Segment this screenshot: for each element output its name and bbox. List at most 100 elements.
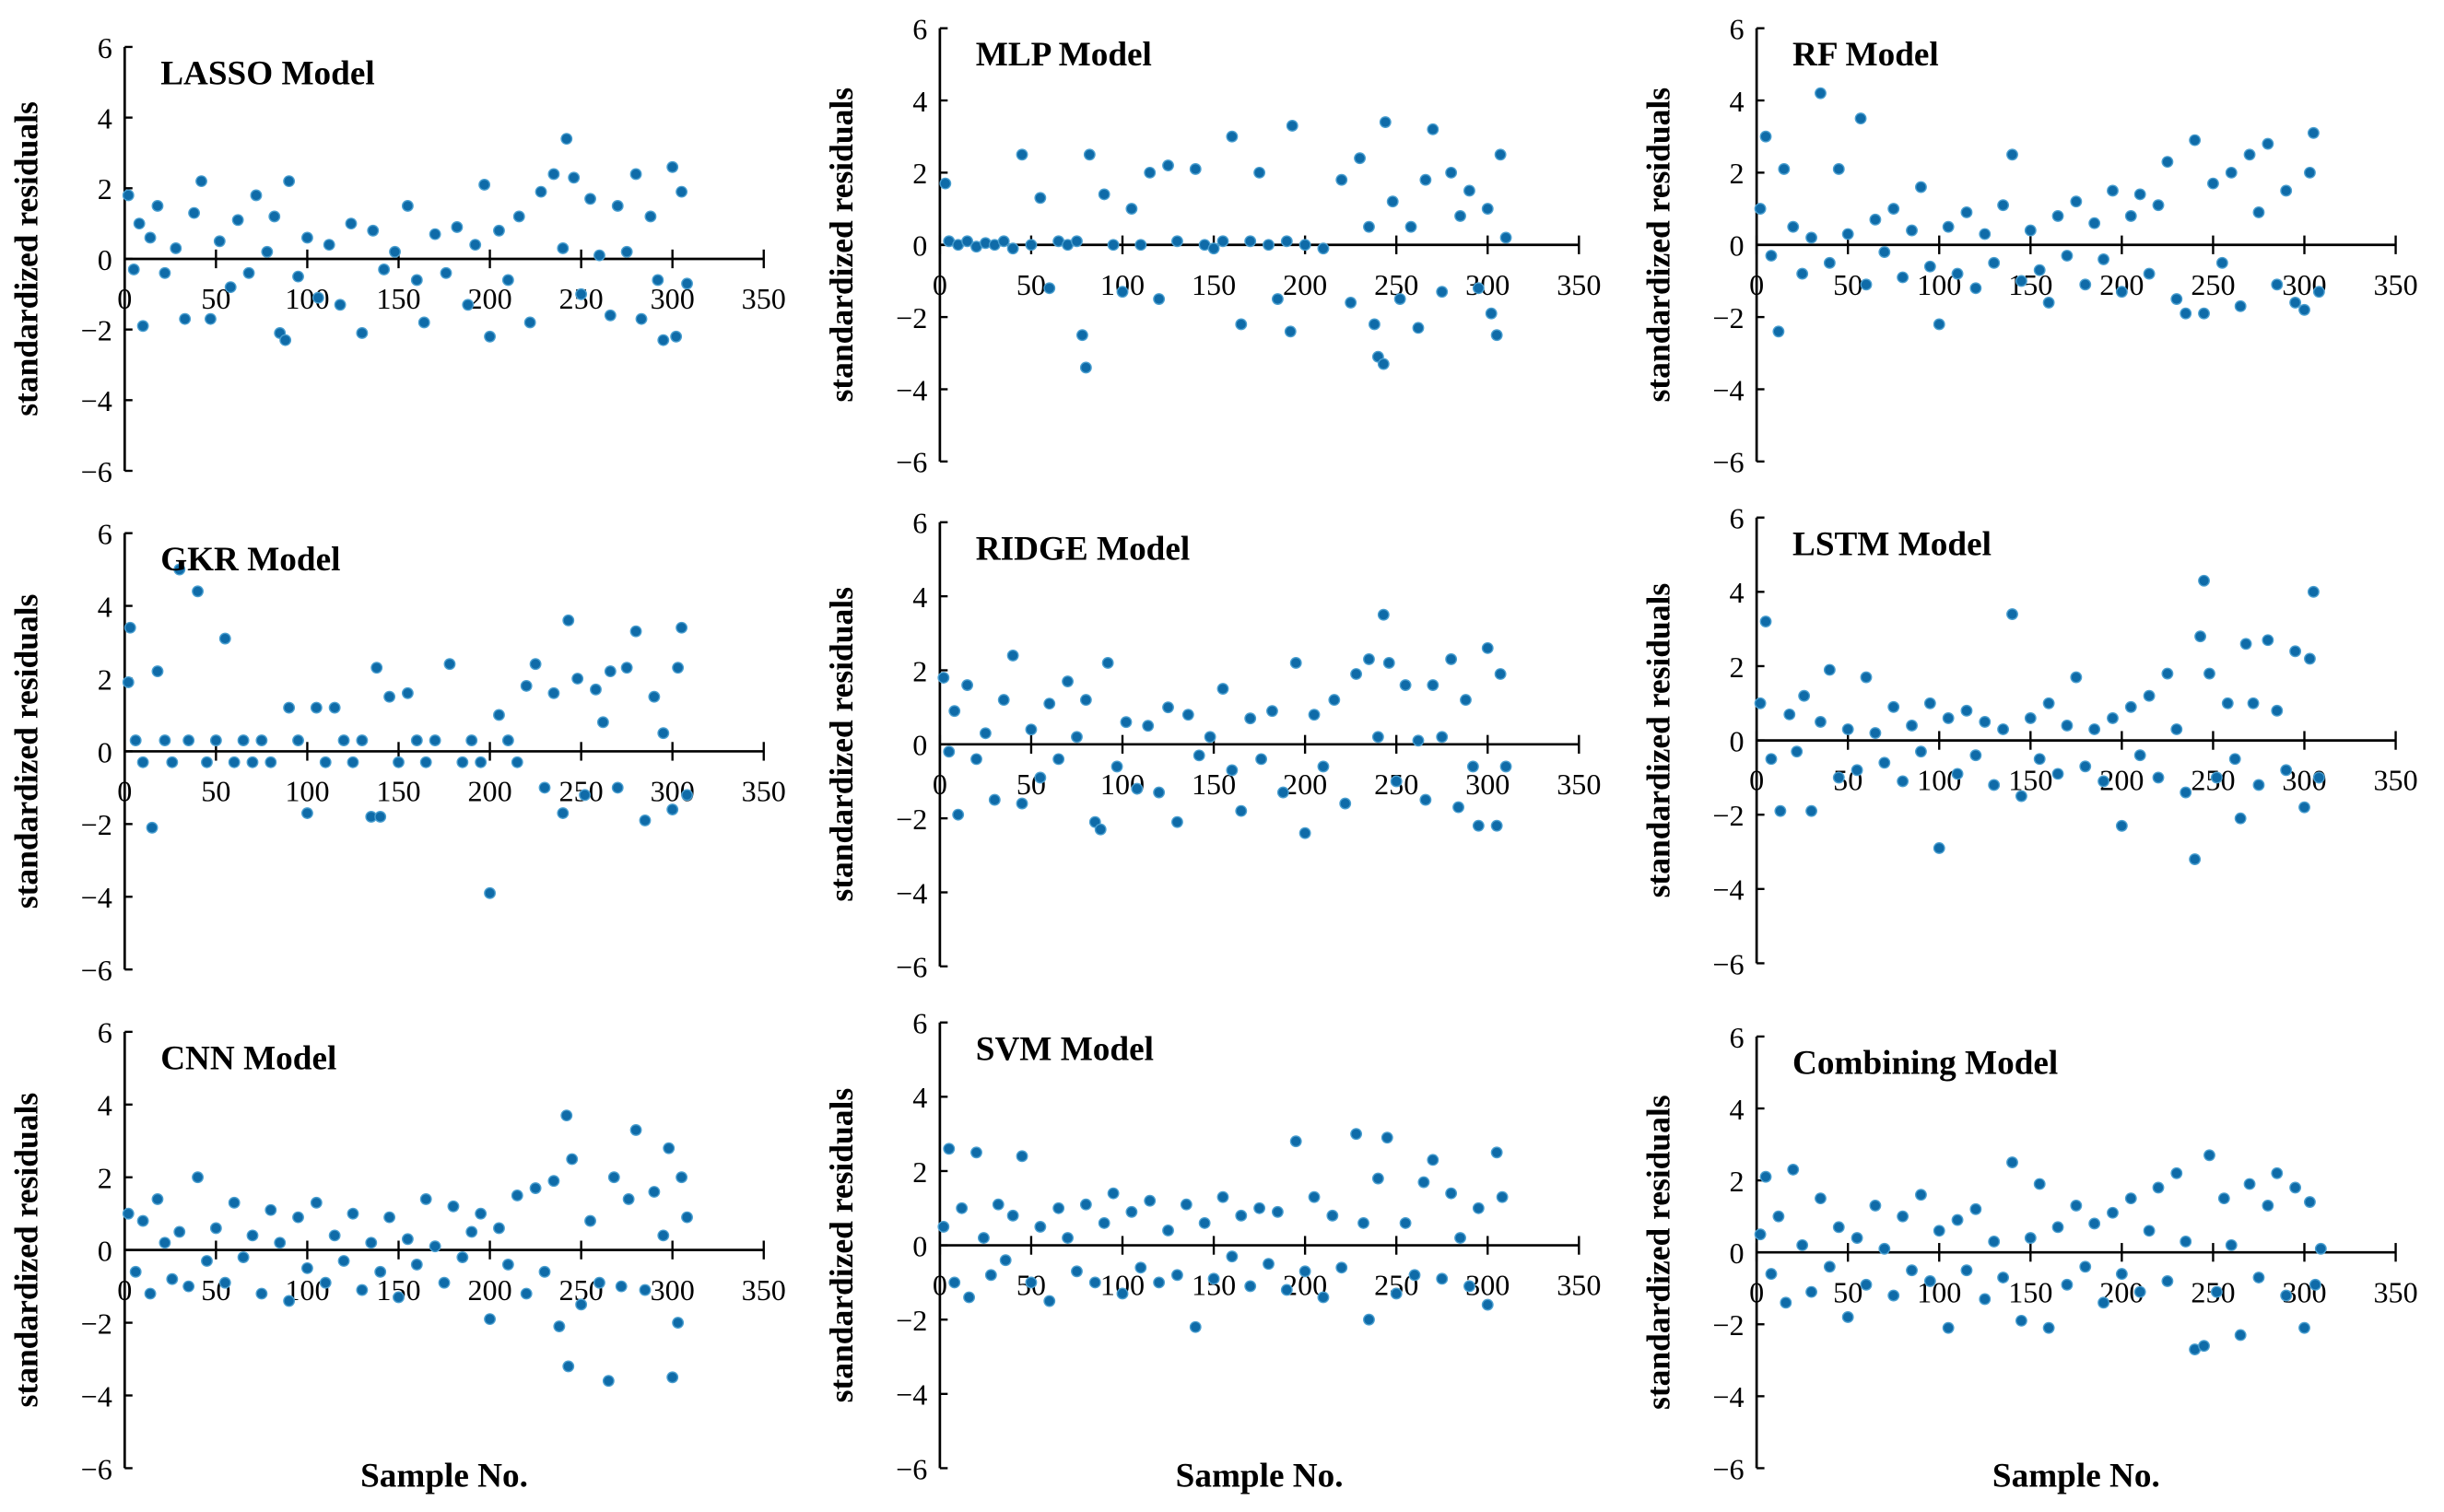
data-point — [478, 179, 491, 191]
data-point — [2289, 645, 2302, 658]
y-tick-label: −6 — [896, 446, 927, 479]
data-point — [311, 291, 324, 304]
data-point — [1399, 1216, 1412, 1229]
y-tick-label: −6 — [81, 1452, 112, 1485]
data-point — [1481, 203, 1494, 215]
data-point — [1255, 753, 1268, 766]
y-tick-label: 6 — [912, 1007, 927, 1040]
data-point — [255, 1287, 268, 1300]
data-point — [2189, 853, 2202, 866]
data-point — [629, 168, 642, 181]
data-point — [575, 287, 588, 300]
data-point — [1317, 242, 1330, 255]
y-tick-label: −2 — [896, 301, 927, 334]
data-point — [2228, 753, 2241, 766]
data-point — [2124, 1192, 2137, 1205]
data-point — [629, 1123, 642, 1136]
x-tick-label: 300 — [1465, 768, 1510, 801]
data-point — [1754, 697, 1767, 709]
y-tick-label: −4 — [81, 1379, 112, 1412]
data-point — [356, 327, 369, 339]
x-tick-label: 50 — [201, 775, 230, 808]
data-point — [237, 1251, 250, 1263]
data-point — [2133, 1285, 2146, 1298]
data-point — [383, 690, 396, 703]
data-point — [1798, 689, 1811, 702]
data-point — [1399, 679, 1412, 691]
data-point — [568, 171, 581, 184]
data-point — [1499, 231, 1512, 244]
data-point — [1997, 199, 2010, 212]
data-point — [337, 734, 350, 747]
data-point — [1098, 188, 1110, 201]
data-point — [1969, 749, 1982, 762]
data-point — [1162, 1225, 1174, 1237]
y-tick-label: −6 — [81, 954, 112, 987]
data-point — [1034, 1220, 1047, 1233]
data-point — [676, 185, 688, 198]
data-point — [992, 1198, 1005, 1211]
data-point — [279, 334, 292, 346]
data-point — [1787, 220, 1800, 233]
data-point — [1244, 235, 1257, 248]
data-point — [1460, 694, 1472, 707]
panel-title: LSTM Model — [1792, 525, 1992, 563]
x-tick-label: 50 — [1833, 1275, 1862, 1308]
y-tick-label: 0 — [1730, 724, 1745, 757]
data-point — [122, 1207, 135, 1220]
data-point — [1335, 173, 1348, 186]
data-point — [1034, 192, 1047, 205]
data-point — [1235, 1209, 1248, 1222]
data-point — [1979, 1293, 1992, 1306]
data-point — [1266, 705, 1278, 718]
data-point — [2042, 697, 2055, 709]
data-point — [1454, 1232, 1466, 1244]
x-tick-label: 350 — [2373, 268, 2417, 301]
data-point — [1860, 278, 1873, 291]
data-point — [1193, 749, 1205, 762]
data-point — [535, 185, 547, 198]
data-point — [1759, 615, 1772, 628]
data-point — [547, 168, 560, 181]
data-point — [984, 1269, 997, 1282]
x-tick-label: 0 — [933, 768, 947, 801]
panel-title: LASSO Model — [160, 55, 374, 93]
panel-title: GKR Model — [160, 541, 340, 579]
data-point — [1204, 731, 1216, 744]
data-point — [501, 734, 514, 747]
data-point — [2180, 1236, 2192, 1248]
data-point — [2024, 711, 2037, 724]
data-point — [2207, 177, 2219, 190]
data-point — [997, 694, 1010, 707]
data-point — [1120, 716, 1133, 729]
y-tick-label: −4 — [81, 881, 112, 914]
data-point — [1354, 152, 1366, 165]
data-point — [2210, 1285, 2223, 1298]
x-tick-label: 0 — [117, 1273, 132, 1307]
data-point — [566, 1153, 579, 1166]
data-point — [2247, 697, 2260, 709]
x-tick-label: 150 — [376, 282, 420, 315]
data-point — [1062, 675, 1074, 687]
data-point — [1098, 1216, 1110, 1229]
data-point — [231, 214, 244, 227]
data-point — [2198, 307, 2210, 320]
data-point — [666, 1371, 679, 1384]
data-point — [657, 1229, 670, 1242]
data-point — [560, 133, 573, 146]
data-point — [246, 1229, 259, 1242]
data-point — [961, 679, 974, 691]
y-tick-label: −2 — [1712, 1308, 1744, 1342]
data-point — [2234, 1329, 2247, 1342]
y-tick-label: 2 — [1730, 1165, 1745, 1198]
data-point — [2243, 1178, 2256, 1190]
x-tick-label: 200 — [1283, 768, 1327, 801]
data-point — [188, 206, 201, 219]
data-point — [1851, 1232, 1863, 1244]
data-point — [681, 1211, 693, 1224]
data-point — [529, 1182, 542, 1194]
data-point — [410, 1259, 423, 1271]
data-point — [310, 1196, 323, 1209]
data-point — [1860, 671, 1873, 684]
